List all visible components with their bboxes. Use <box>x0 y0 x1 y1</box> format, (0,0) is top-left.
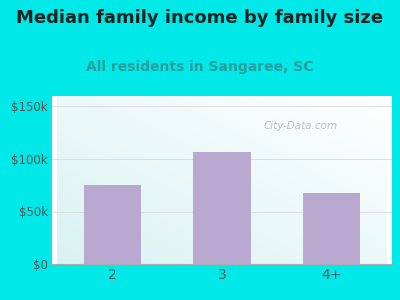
Text: Median family income by family size: Median family income by family size <box>16 9 384 27</box>
Bar <box>194 152 250 264</box>
Text: All residents in Sangaree, SC: All residents in Sangaree, SC <box>86 60 314 74</box>
Text: City-Data.com: City-Data.com <box>263 121 337 131</box>
Bar <box>84 185 141 264</box>
Bar <box>303 193 360 264</box>
